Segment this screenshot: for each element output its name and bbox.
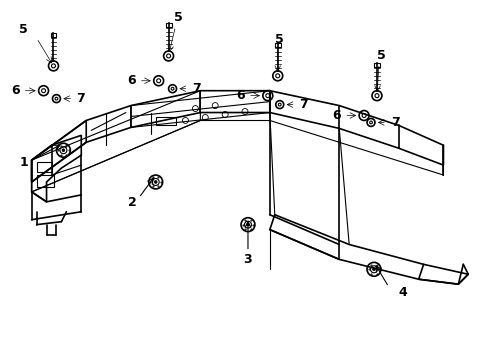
Text: 7: 7 [76,92,85,105]
Bar [275,43,281,47]
Text: 1: 1 [19,156,28,168]
Circle shape [62,149,65,152]
Circle shape [372,268,375,271]
Text: 3: 3 [244,253,252,266]
Text: 6: 6 [127,74,136,87]
Text: 4: 4 [399,285,408,299]
Bar [166,23,171,27]
Bar [374,63,380,67]
Circle shape [154,181,157,183]
Bar [50,33,56,37]
Text: 5: 5 [275,33,284,46]
Text: 2: 2 [128,196,137,209]
Bar [37,175,54,187]
Text: 7: 7 [193,82,201,95]
Bar [37,162,51,172]
Text: 6: 6 [236,89,245,102]
Bar [156,117,175,125]
Text: 5: 5 [174,11,183,24]
Text: 6: 6 [11,84,20,97]
Text: 7: 7 [391,116,400,129]
Text: 6: 6 [333,109,341,122]
Circle shape [246,223,249,226]
Text: 5: 5 [377,49,385,62]
Text: 5: 5 [19,23,28,36]
Text: 7: 7 [299,98,308,111]
